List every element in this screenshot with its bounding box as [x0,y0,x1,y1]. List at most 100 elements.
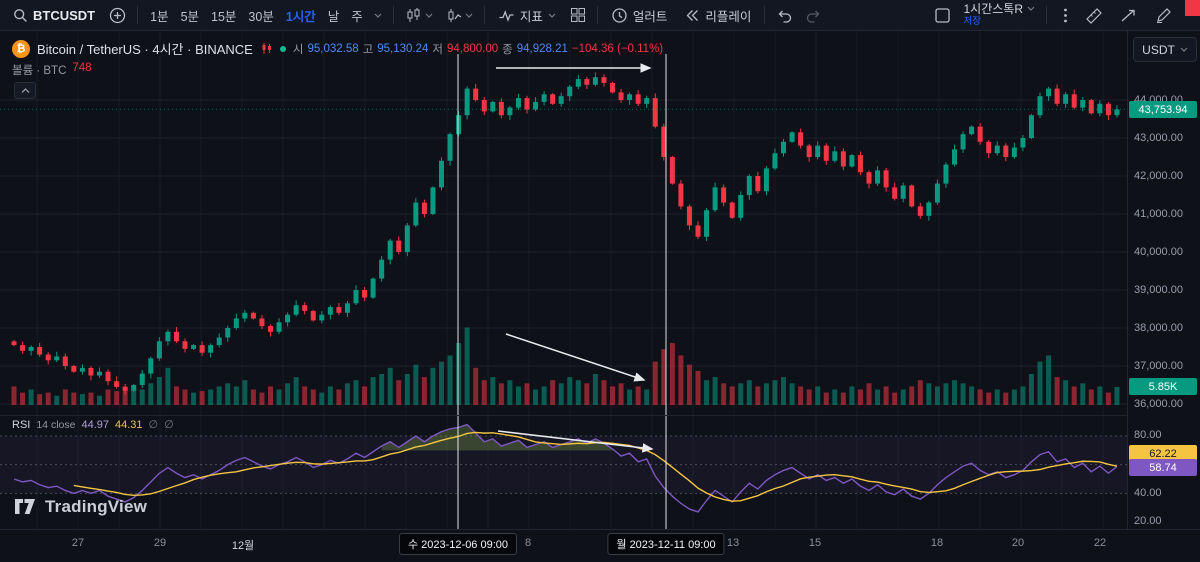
alert-clock-icon [612,7,627,23]
single-layout-icon [935,7,951,23]
rsi-axis-label: 20.00 [1134,515,1162,527]
time-axis-label: 18 [930,537,944,549]
change-value: −104.36 (−0.11%) [571,42,664,55]
plus-circle-icon [109,7,126,23]
low-value: 94,800.00 [446,42,499,55]
chevron-down-icon [548,13,556,18]
top-toolbar: BTCUSDT 1분 5분 15분 30분 1시간 날 주 지표 [0,0,1200,31]
interval-dropdown-button[interactable] [369,3,387,27]
undo-button[interactable] [771,3,798,27]
rsi-ma-value: 44.31 [114,419,143,431]
toolbar-divider [1046,6,1047,24]
open-label: 시 [292,43,304,56]
ohlc-values: 시 95,032.58 고 95,130.24 저 94,800.00 종 94,928… [293,41,663,57]
price-axis[interactable]: USDT 44,000.00 43,000.00 42,000.00 41,00… [1127,30,1200,530]
chevron-down-icon [1027,6,1035,11]
interval-15m[interactable]: 15분 [211,9,237,24]
trend-arrow-icon [1121,9,1135,21]
layout-name-button[interactable]: 1시간스톡R 저장 [963,3,1035,28]
undo-arrow-icon [778,10,792,23]
toolbar-divider [764,6,766,24]
chevron-up-icon [21,87,29,93]
time-axis-label-month: 12월 [231,540,255,552]
date-marker-pill: 월 2023-12-11 09:00 [607,533,725,555]
add-symbol-button[interactable] [104,3,131,27]
interval-group: 1분 5분 15분 30분 1시간 날 주 [144,3,387,27]
high-value: 95,130.24 [377,42,429,55]
interval-5m[interactable]: 5분 [180,9,200,24]
save-status-label[interactable]: 저장 [963,15,981,27]
btc-glyph: ₿ [16,42,26,55]
layout-select-button[interactable] [929,3,956,27]
toolbar-divider [483,6,485,24]
compare-button[interactable] [440,3,478,27]
rsi-legend[interactable]: RSI 14 close 44.97 44.31 ∅ ∅ [12,418,174,431]
chart-style-button[interactable] [400,3,438,27]
time-axis-label: 22 [1093,537,1107,549]
interval-1h-selected[interactable]: 1시간 [285,9,316,24]
interval-week[interactable]: 주 [351,9,363,24]
rsi-params: 14 close [36,419,76,431]
measure-tool-button[interactable] [1080,3,1108,27]
rsi-axis-label: 80.00 [1134,429,1162,441]
price-axis-label: 39,000.00 [1134,284,1183,296]
replay-label: 리플레이 [705,9,752,24]
replay-icon [686,9,699,21]
redo-arrow-icon [807,10,820,23]
volume-legend[interactable]: 볼륨 · BTC 748 [12,62,92,78]
rsi-empty-value: ∅ [164,419,174,431]
layout-name-label: 1시간스톡R [963,1,1023,16]
high-label: 고 [362,43,374,56]
market-status-dot[interactable] [279,45,286,52]
toolbar-divider [596,6,598,24]
chevron-down-icon [425,13,433,18]
volume-badge: 5.85K [1129,378,1197,395]
more-options-button[interactable] [1058,3,1073,27]
redo-button[interactable] [800,3,827,27]
time-axis-label: 15 [808,537,822,549]
pair-title[interactable]: Bitcoin / TetherUS · 4시간 · BINANCE [37,42,253,57]
time-axis-label: 29 [153,537,167,549]
trend-line-tool-button[interactable] [1115,3,1143,27]
symbol-search-button[interactable]: BTCUSDT [6,3,102,27]
price-axis-label: 43,000.00 [1134,132,1183,144]
replay-button[interactable]: 리플레이 [676,3,758,27]
pane-collapse-button[interactable] [14,82,36,99]
price-axis-label: 37,000.00 [1134,360,1183,372]
date-marker-pill: 수 2023-12-06 09:00 [398,533,518,555]
interval-30m[interactable]: 30분 [248,9,274,24]
price-axis-label: 36,000.00 [1134,398,1183,410]
layout-grid-icon [570,8,585,22]
indicator-templates-button[interactable] [565,3,591,27]
pencil-icon [1157,7,1171,23]
currency-unit-button[interactable]: USDT [1133,37,1197,62]
price-axis-label: 41,000.00 [1134,208,1183,220]
volume-label: 볼륨 · BTC [12,65,67,77]
close-value: 94,928.21 [516,42,568,55]
time-axis[interactable]: 27 29 12월 4 8 13 15 18 20 22 수 2023-12-0… [0,529,1200,562]
price-axis-label: 42,000.00 [1134,170,1183,182]
search-icon [14,8,27,22]
main-symbol-legend[interactable]: ₿ Bitcoin / TetherUS · 4시간 · BINANCE 시 95… [12,39,663,58]
rsi-ma-badge: 62.22 [1129,445,1197,462]
interval-day[interactable]: 날 [327,9,340,24]
alert-button[interactable]: 얼러트 [604,3,675,27]
tradingview-wordmark: TradingView [45,496,148,516]
rsi-value-badge: 58.74 [1129,459,1197,476]
tradingview-logo[interactable]: TradingView [14,496,147,517]
last-price-badge: 43,753.94 [1129,101,1197,118]
low-label: 저 [432,43,443,56]
drawing-tool-button[interactable] [1150,3,1178,27]
rsi-pane-separator[interactable] [0,415,1200,416]
rsi-axis-label: 40.00 [1134,487,1162,499]
interval-1m[interactable]: 1분 [150,9,169,24]
indicators-button[interactable]: 지표 [491,3,563,27]
price-axis-label: 40,000.00 [1134,246,1183,258]
toolbar-divider [392,6,394,24]
close-label: 종 [502,43,513,56]
toolbar-divider [137,6,139,24]
time-axis-label: 13 [726,537,740,549]
chevron-down-icon [465,13,473,18]
